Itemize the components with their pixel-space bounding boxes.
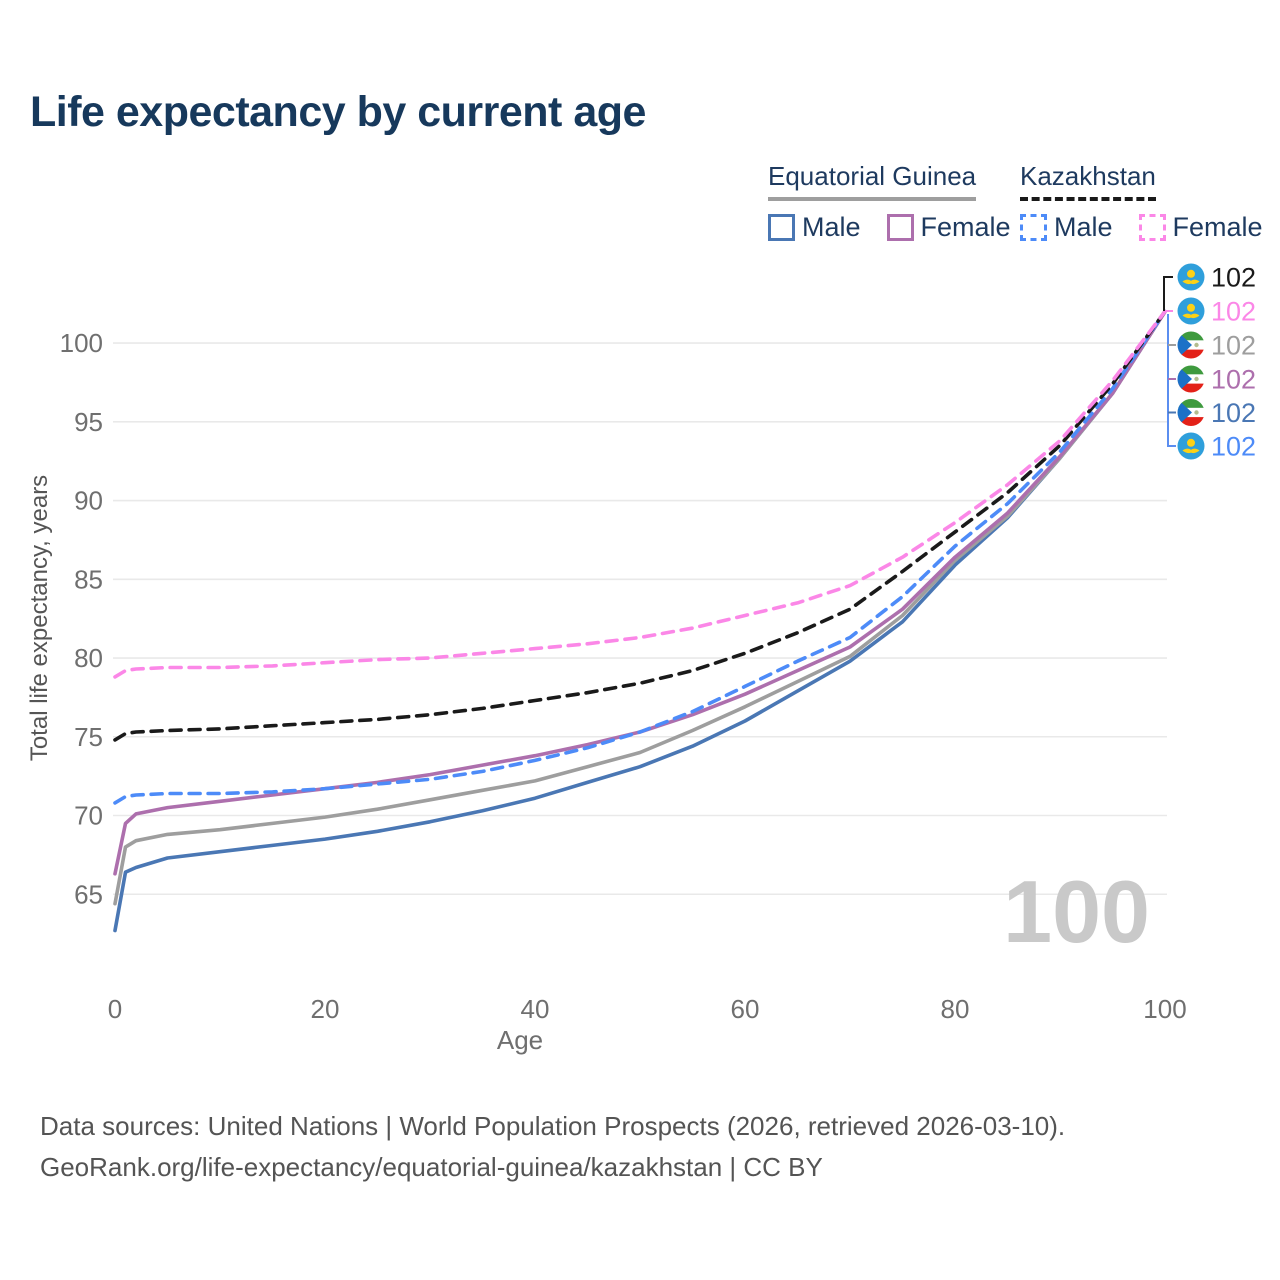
y-tick-label-70: 70	[74, 801, 103, 831]
series-line-eg-average[interactable]	[113, 309, 1167, 906]
legend-label-kz-female: Female	[1172, 212, 1263, 242]
series-line-eg-male[interactable]	[113, 309, 1167, 933]
legend-item-kz-female[interactable]: Female	[1138, 212, 1263, 243]
y-tick-label-85: 85	[74, 564, 103, 594]
series-line-eg-female[interactable]	[113, 309, 1167, 876]
kz-male-swatch-icon	[1020, 214, 1047, 241]
end-label-connector	[1167, 314, 1176, 447]
y-tick-label-80: 80	[74, 643, 103, 673]
x-tick-label-20: 20	[311, 994, 340, 1024]
end-label-eg-average: 102	[1177, 331, 1256, 361]
legend-group-kazakhstan: Kazakhstan Male Female	[1020, 161, 1263, 243]
end-label-kz-female: 102	[1177, 297, 1256, 327]
legend-label-eg-male: Male	[802, 212, 861, 242]
x-tick-label-0: 0	[108, 994, 122, 1024]
equatorial-guinea-flag-icon	[1177, 365, 1205, 393]
age-counter-watermark: 100	[1003, 862, 1150, 961]
end-label-value-kz-average: 102	[1211, 263, 1256, 293]
legend-item-eg-female[interactable]: Female	[886, 212, 1011, 243]
x-tick-label-60: 60	[731, 994, 760, 1024]
end-label-eg-female: 102	[1177, 365, 1256, 395]
eg-male-swatch-icon	[768, 214, 795, 241]
kz-female-swatch-icon	[1138, 214, 1166, 241]
y-tick-label-65: 65	[74, 879, 103, 909]
end-label-eg-male: 102	[1177, 398, 1256, 428]
legend-item-eg-male[interactable]: Male	[768, 212, 861, 243]
kazakhstan-flag-icon	[1177, 297, 1205, 325]
end-label-kz-average: 102	[1177, 263, 1256, 293]
x-tick-label-80: 80	[941, 994, 970, 1024]
y-tick-label-95: 95	[74, 407, 103, 437]
end-label-value-kz-female: 102	[1211, 297, 1256, 327]
kazakhstan-flag-icon	[1177, 432, 1205, 460]
y-tick-label-90: 90	[74, 486, 103, 516]
y-axis-title: Total life expectancy, years	[26, 475, 53, 761]
x-tick-label-100: 100	[1143, 994, 1186, 1024]
end-label-kz-male: 102	[1177, 432, 1256, 462]
end-label-value-eg-female: 102	[1211, 365, 1256, 395]
legend-group-equatorial-guinea: Equatorial Guinea Male Female	[768, 161, 1011, 243]
end-label-value-eg-male: 102	[1211, 398, 1256, 428]
page-title: Life expectancy by current age	[30, 88, 646, 136]
end-label-connector	[1163, 276, 1173, 311]
legend-label-eg-female: Female	[920, 212, 1011, 242]
equatorial-guinea-flag-icon	[1177, 331, 1205, 359]
legend-label-kz-male: Male	[1054, 212, 1113, 242]
y-tick-label-100: 100	[60, 328, 103, 358]
y-tick-label-75: 75	[74, 722, 103, 752]
footer: Data sources: United Nations | World Pop…	[40, 1106, 1065, 1188]
eg-female-swatch-icon	[886, 214, 914, 241]
attribution-link[interactable]: GeoRank.org/life-expectancy/equatorial-g…	[40, 1152, 823, 1182]
x-axis-title: Age	[497, 1025, 543, 1055]
legend-country-equatorial-guinea[interactable]: Equatorial Guinea	[768, 161, 977, 201]
series-line-kz-female[interactable]	[113, 309, 1167, 679]
x-tick-label-40: 40	[521, 994, 550, 1024]
series-line-kz-average[interactable]	[113, 309, 1167, 742]
data-sources-text: Data sources: United Nations | World Pop…	[40, 1111, 1066, 1141]
series-line-kz-male[interactable]	[113, 309, 1167, 805]
legend-item-kz-male[interactable]: Male	[1020, 212, 1113, 243]
end-label-value-kz-male: 102	[1211, 432, 1256, 462]
equatorial-guinea-flag-icon	[1177, 399, 1205, 427]
legend-country-kazakhstan[interactable]: Kazakhstan	[1020, 161, 1156, 201]
kazakhstan-flag-icon	[1177, 263, 1205, 291]
end-label-value-eg-average: 102	[1211, 331, 1256, 361]
